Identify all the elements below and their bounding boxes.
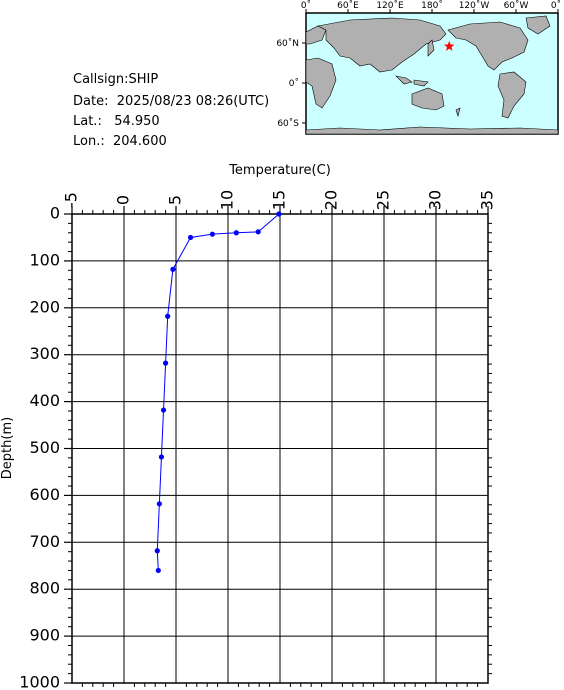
data-point <box>165 313 171 319</box>
data-point <box>170 266 176 272</box>
x-tick-label: -5 <box>62 192 81 208</box>
data-point <box>158 454 165 460</box>
map-frame-ticks <box>302 9 559 124</box>
x-axis-label: Temperature(C) <box>228 163 331 178</box>
date-label: Date: 2025/08/23 08:26(UTC) <box>73 94 270 109</box>
y-tick-label: 1000 <box>19 673 60 690</box>
data-point <box>163 360 169 366</box>
map-lat-label: 60˚S <box>277 118 299 129</box>
map-lon-label: 120˚W <box>459 0 490 11</box>
data-point <box>160 407 167 413</box>
map-lon-label: 180˚ <box>421 0 443 11</box>
y-axis-label: Depth(m) <box>0 417 15 479</box>
y-tick-label: 800 <box>29 579 60 598</box>
data-point <box>276 211 282 217</box>
x-tick-label: 10 <box>218 190 237 210</box>
map-land <box>305 15 559 135</box>
data-point <box>154 548 160 554</box>
y-tick-label: 200 <box>29 297 60 316</box>
x-tick-label: 0 <box>114 195 133 205</box>
data-point <box>255 229 261 235</box>
y-tick-label: 700 <box>29 532 60 551</box>
data-point <box>187 234 194 241</box>
y-tick-label: 0 <box>50 204 60 223</box>
y-tick-label: 600 <box>29 485 60 504</box>
data-point <box>155 567 161 574</box>
y-tick-label: 400 <box>29 391 60 410</box>
map-lon-label: 120˚E <box>376 0 404 11</box>
x-tick-label: 25 <box>374 190 393 210</box>
longitude-label: Lon.: 204.600 <box>73 134 167 149</box>
y-tick-label: 100 <box>29 250 60 269</box>
y-tick-label: 900 <box>29 626 60 645</box>
data-point <box>209 231 215 237</box>
y-tick-label: 300 <box>29 344 60 363</box>
x-tick-label: 20 <box>322 190 341 210</box>
callsign-label: Callsign:SHIP <box>73 72 159 87</box>
location-marker-star-icon <box>443 40 455 51</box>
map-lon-label: 0˚ <box>551 0 561 11</box>
map-lon-label: 0˚ <box>301 0 311 11</box>
x-tick-label: 15 <box>270 190 289 210</box>
latitude-label: Lat.: 54.950 <box>73 114 160 129</box>
map-lat-label: 60˚N <box>276 38 299 49</box>
map-lon-label: 60˚W <box>504 0 529 11</box>
y-tick-label: 500 <box>29 438 60 457</box>
x-tick-label: 5 <box>166 195 185 205</box>
data-point <box>156 501 162 507</box>
data-point <box>233 230 239 236</box>
location-map: 0˚ 60˚E 120˚E 180˚ 120˚W 60˚W 0˚ 60˚N 0˚… <box>276 0 561 135</box>
map-lon-label: 60˚E <box>337 0 359 11</box>
map-lat-label: 0˚ <box>289 78 299 89</box>
x-tick-label: 30 <box>426 190 445 210</box>
x-tick-label: 35 <box>478 190 497 210</box>
